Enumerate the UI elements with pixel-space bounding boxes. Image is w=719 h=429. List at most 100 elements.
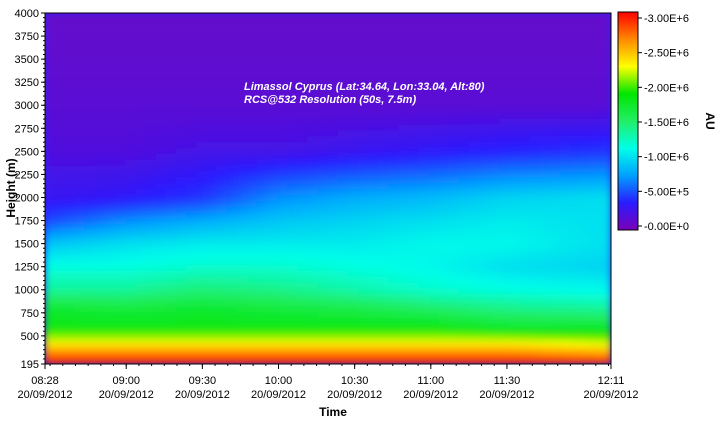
heatmap-cell xyxy=(317,100,329,108)
heatmap-cell xyxy=(256,176,268,184)
heatmap-cell xyxy=(287,135,299,143)
heatmap-cell xyxy=(216,240,228,248)
heatmap-cell xyxy=(256,188,268,195)
heatmap-cell xyxy=(378,228,390,236)
heatmap-cell xyxy=(297,182,309,189)
heatmap-cell xyxy=(165,305,177,312)
heatmap-cell xyxy=(175,299,187,306)
heatmap-cell xyxy=(307,117,319,125)
heatmap-cell xyxy=(580,176,592,184)
heatmap-cell xyxy=(246,170,258,178)
heatmap-cell xyxy=(448,30,460,37)
heatmap-cell xyxy=(469,334,481,342)
heatmap-cell xyxy=(418,65,430,72)
heatmap-cell xyxy=(590,240,602,248)
heatmap-cell xyxy=(297,117,309,125)
heatmap-cell xyxy=(367,305,380,312)
heatmap-cell xyxy=(327,100,339,108)
heatmap-cell xyxy=(398,287,410,295)
heatmap-cell xyxy=(135,322,147,330)
heatmap-cell xyxy=(287,205,299,213)
heatmap-cell xyxy=(347,293,359,301)
heatmap-cell xyxy=(317,322,329,330)
heatmap-cell xyxy=(357,234,369,242)
heatmap-cell xyxy=(519,211,531,219)
heatmap-cell xyxy=(327,164,339,172)
heatmap-cell xyxy=(337,141,349,149)
heatmap-cell xyxy=(378,182,390,189)
heatmap-cell xyxy=(196,100,208,108)
heatmap-cell xyxy=(45,228,56,236)
heatmap-cell xyxy=(105,345,117,353)
heatmap-cell xyxy=(570,188,582,195)
heatmap-cell xyxy=(95,246,107,254)
heatmap-cell xyxy=(54,76,66,84)
heatmap-cell xyxy=(529,287,541,295)
heatmap-cell xyxy=(115,111,127,119)
heatmap-cell xyxy=(549,310,561,318)
heatmap-cell xyxy=(276,293,289,301)
heatmap-cell xyxy=(125,217,137,225)
heatmap-cell xyxy=(428,252,440,260)
heatmap-cell xyxy=(266,94,278,102)
heatmap-cell xyxy=(276,305,289,312)
heatmap-cell xyxy=(135,71,147,78)
heatmap-cell xyxy=(115,176,127,184)
heatmap-cell xyxy=(398,357,410,364)
heatmap-cell xyxy=(529,24,541,32)
heatmap-cell xyxy=(519,100,531,108)
heatmap-cell xyxy=(115,246,127,254)
heatmap-cell xyxy=(45,205,56,213)
heatmap-cell xyxy=(297,223,309,230)
heatmap-cell xyxy=(216,100,228,108)
heatmap-cell xyxy=(549,147,561,154)
heatmap-cell xyxy=(458,35,470,43)
heatmap-cell xyxy=(499,13,511,20)
heatmap-cell xyxy=(216,41,228,49)
heatmap-cell xyxy=(529,293,541,301)
heatmap-cell xyxy=(196,141,208,149)
heatmap-cell xyxy=(428,287,440,295)
heatmap-cell xyxy=(226,334,238,342)
heatmap-cell xyxy=(266,293,278,301)
heatmap-cell xyxy=(135,123,147,131)
heatmap-cell xyxy=(357,164,369,172)
heatmap-cell xyxy=(327,35,339,43)
heatmap-cell xyxy=(196,164,208,172)
heatmap-cell xyxy=(95,281,107,289)
heatmap-cell xyxy=(266,71,278,78)
heatmap-cell xyxy=(297,275,309,283)
heatmap-cell xyxy=(276,41,289,49)
heatmap-cell xyxy=(266,205,278,213)
heatmap-cell xyxy=(367,211,380,219)
heatmap-cell xyxy=(256,269,268,277)
heatmap-cell xyxy=(246,316,258,324)
heatmap-cell xyxy=(236,188,248,195)
heatmap-cell xyxy=(175,217,187,225)
heatmap-cell xyxy=(327,217,339,225)
heatmap-cell xyxy=(509,18,521,26)
heatmap-cell xyxy=(479,287,491,295)
heatmap-cell xyxy=(186,76,198,84)
heatmap-cell xyxy=(539,170,551,178)
heatmap-cell xyxy=(438,71,450,78)
heatmap-cell xyxy=(469,199,481,207)
heatmap-cell xyxy=(246,100,258,108)
heatmap-cell xyxy=(196,41,208,49)
heatmap-cell xyxy=(145,293,157,301)
heatmap-cell xyxy=(327,310,339,318)
heatmap-cell xyxy=(145,135,157,143)
heatmap-cell xyxy=(266,345,278,353)
heatmap-cell xyxy=(337,106,349,113)
heatmap-cell xyxy=(357,252,369,260)
heatmap-cell xyxy=(337,199,349,207)
heatmap-cell xyxy=(469,240,481,248)
heatmap-cell xyxy=(479,299,491,306)
heatmap-cell xyxy=(196,345,208,353)
heatmap-cell xyxy=(529,205,541,213)
heatmap-cell xyxy=(256,234,268,242)
heatmap-cell xyxy=(418,299,430,306)
heatmap-cell xyxy=(327,158,339,166)
heatmap-cell xyxy=(570,269,582,277)
heatmap-cell xyxy=(337,293,349,301)
